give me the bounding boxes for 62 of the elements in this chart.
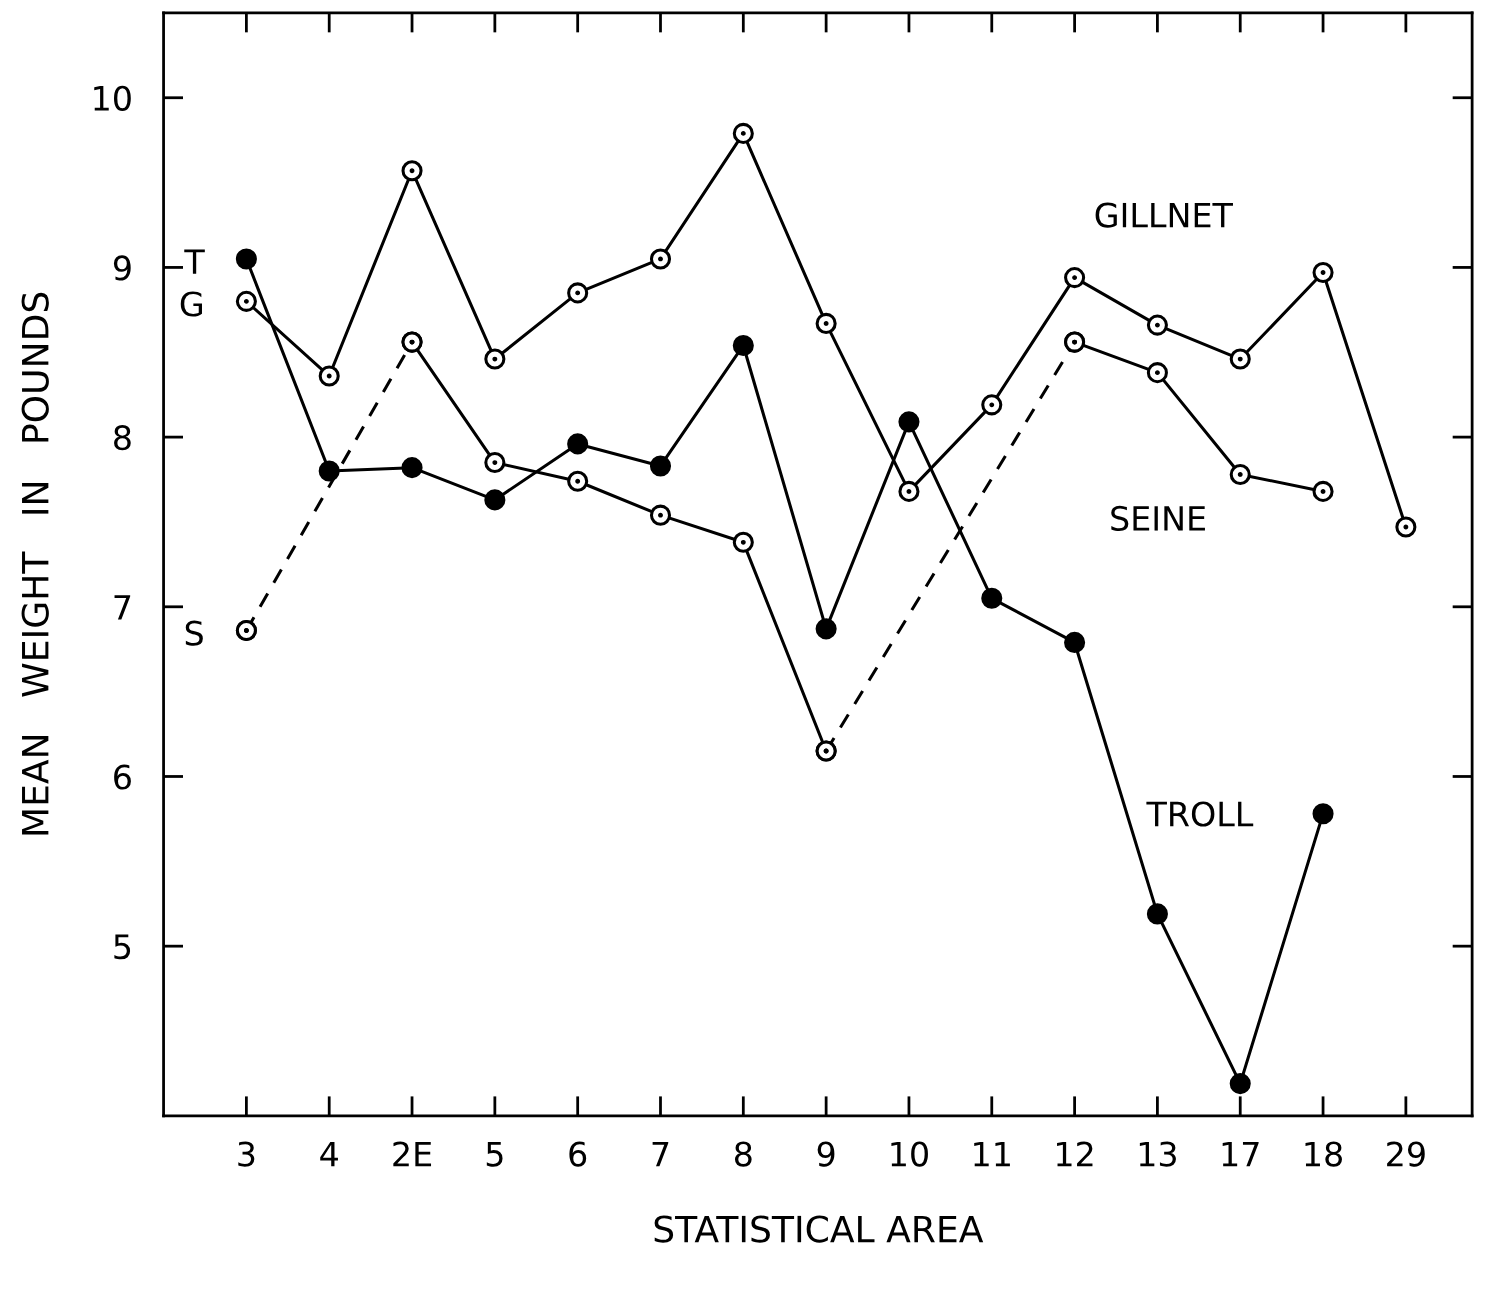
point	[1064, 331, 1086, 353]
point	[1146, 903, 1168, 925]
point	[235, 248, 257, 270]
point	[235, 290, 257, 312]
point	[235, 619, 257, 642]
point	[318, 460, 340, 482]
point	[567, 470, 589, 492]
x-tick-label: 7	[652, 1141, 669, 1167]
point	[484, 489, 506, 511]
x-tick-label: 3	[238, 1141, 255, 1167]
point	[401, 331, 423, 353]
point	[1312, 803, 1334, 825]
x-tick-label: 6	[569, 1141, 587, 1167]
x-tick-label: 4	[320, 1141, 338, 1167]
point	[567, 282, 589, 304]
point	[318, 365, 340, 387]
annotation: TROLL	[1146, 801, 1254, 827]
point	[401, 160, 423, 182]
x-tick-label: 12	[1057, 1141, 1093, 1167]
y-tick-label: 8	[114, 425, 131, 451]
x-tick-label: 2E	[393, 1141, 432, 1167]
y-tick-label: 7	[114, 595, 131, 620]
x-tick-label: 13	[1139, 1141, 1176, 1167]
y-tick-label: 6	[114, 764, 131, 790]
point	[1146, 362, 1168, 384]
series-label: T	[184, 249, 205, 274]
point	[1312, 261, 1334, 284]
point	[1229, 463, 1251, 485]
x-tick-label: 5	[486, 1141, 503, 1167]
point	[401, 457, 423, 479]
point	[732, 122, 754, 144]
point	[1395, 516, 1417, 538]
point	[567, 433, 589, 455]
x-tick-label: 18	[1305, 1141, 1342, 1167]
legend-label: S	[185, 620, 203, 646]
x-tick-label: 8	[734, 1141, 752, 1167]
point	[1229, 348, 1251, 370]
point	[484, 348, 506, 370]
point	[649, 248, 672, 270]
point	[815, 312, 837, 334]
point	[1064, 267, 1086, 289]
x-tick-label: 29	[1387, 1141, 1425, 1167]
point	[484, 452, 506, 474]
x-tick-label: 17	[1222, 1141, 1259, 1167]
y-axis-title: MEAN WEIGHT IN POUNDS	[21, 292, 49, 835]
y-tick-label: 10	[94, 85, 131, 111]
point	[1229, 1073, 1251, 1095]
point	[1312, 480, 1334, 502]
point	[649, 455, 672, 477]
point	[649, 504, 672, 526]
annotation: SEINE	[1111, 505, 1205, 532]
x-tick-label: 9	[817, 1141, 835, 1167]
y-tick-label: 9	[113, 255, 131, 281]
x-axis-title: STATISTICAL AREA	[654, 1215, 984, 1243]
annotation: GILLNET	[1095, 202, 1233, 228]
y-tick-label: 5	[114, 934, 131, 960]
x-tick-label: 10	[891, 1141, 928, 1167]
legend-label: G	[180, 291, 202, 317]
point	[1146, 314, 1168, 336]
point	[732, 531, 754, 553]
point	[732, 334, 754, 357]
x-tick-label: 11	[974, 1141, 1010, 1167]
